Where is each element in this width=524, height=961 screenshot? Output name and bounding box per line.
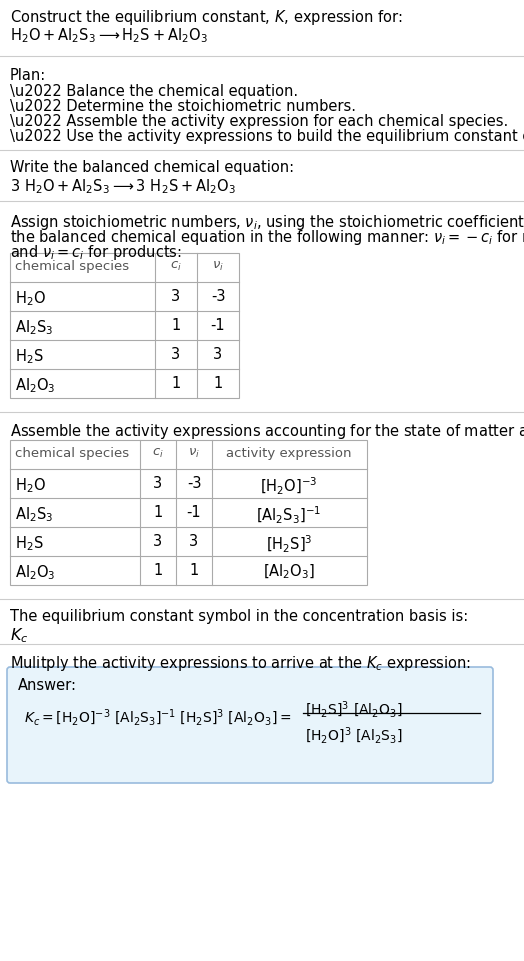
Text: $\mathrm{Al_2O_3}$: $\mathrm{Al_2O_3}$ bbox=[15, 376, 56, 395]
Text: $\nu_i$: $\nu_i$ bbox=[212, 260, 224, 273]
Text: Write the balanced chemical equation:: Write the balanced chemical equation: bbox=[10, 160, 294, 175]
Text: chemical species: chemical species bbox=[15, 260, 129, 273]
Text: $[\mathrm{H_2O}]^{-3}$: $[\mathrm{H_2O}]^{-3}$ bbox=[260, 476, 318, 497]
Text: -3: -3 bbox=[211, 289, 225, 304]
Text: $\mathrm{Al_2O_3}$: $\mathrm{Al_2O_3}$ bbox=[15, 563, 56, 581]
Bar bbox=[10, 440, 367, 585]
Text: Assign stoichiometric numbers, $\nu_i$, using the stoichiometric coefficients, $: Assign stoichiometric numbers, $\nu_i$, … bbox=[10, 213, 524, 232]
Text: $K_c$: $K_c$ bbox=[10, 626, 28, 645]
Text: \u2022 Assemble the activity expression for each chemical species.: \u2022 Assemble the activity expression … bbox=[10, 114, 508, 129]
Text: Answer:: Answer: bbox=[18, 678, 77, 693]
Text: $K_c = [\mathrm{H_2O}]^{-3}\ [\mathrm{Al_2S_3}]^{-1}\ [\mathrm{H_2S}]^{3}\ [\mat: $K_c = [\mathrm{H_2O}]^{-3}\ [\mathrm{Al… bbox=[24, 708, 291, 728]
Text: 1: 1 bbox=[213, 376, 223, 391]
Text: $\mathrm{H_2S}$: $\mathrm{H_2S}$ bbox=[15, 347, 43, 366]
Text: the balanced chemical equation in the following manner: $\nu_i = -c_i$ for react: the balanced chemical equation in the fo… bbox=[10, 228, 524, 247]
Text: -1: -1 bbox=[187, 505, 201, 520]
Text: $\nu_i$: $\nu_i$ bbox=[188, 447, 200, 460]
Text: $[\mathrm{Al_2S_3}]^{-1}$: $[\mathrm{Al_2S_3}]^{-1}$ bbox=[256, 505, 322, 526]
Text: 1: 1 bbox=[154, 505, 162, 520]
Text: \u2022 Balance the chemical equation.: \u2022 Balance the chemical equation. bbox=[10, 84, 298, 99]
Text: $\mathrm{H_2S}$: $\mathrm{H_2S}$ bbox=[15, 534, 43, 553]
Text: \u2022 Determine the stoichiometric numbers.: \u2022 Determine the stoichiometric numb… bbox=[10, 99, 356, 114]
Text: 3: 3 bbox=[171, 347, 181, 362]
Text: $[\mathrm{H_2O}]^{3}\ [\mathrm{Al_2S_3}]$: $[\mathrm{H_2O}]^{3}\ [\mathrm{Al_2S_3}]… bbox=[305, 726, 402, 747]
Text: $[\mathrm{Al_2O_3}]$: $[\mathrm{Al_2O_3}]$ bbox=[263, 563, 315, 581]
Text: Plan:: Plan: bbox=[10, 68, 46, 83]
Text: $\mathrm{Al_2S_3}$: $\mathrm{Al_2S_3}$ bbox=[15, 318, 53, 336]
Text: $\mathrm{H_2O}$: $\mathrm{H_2O}$ bbox=[15, 289, 46, 308]
Text: \u2022 Use the activity expressions to build the equilibrium constant expression: \u2022 Use the activity expressions to b… bbox=[10, 129, 524, 144]
Text: $[\mathrm{H_2S}]^{3}\ [\mathrm{Al_2O_3}]$: $[\mathrm{H_2S}]^{3}\ [\mathrm{Al_2O_3}]… bbox=[305, 700, 402, 721]
Text: and $\nu_i = c_i$ for products:: and $\nu_i = c_i$ for products: bbox=[10, 243, 182, 262]
Text: $[\mathrm{H_2S}]^{3}$: $[\mathrm{H_2S}]^{3}$ bbox=[266, 534, 312, 555]
Text: $\mathrm{3\ H_2O + Al_2S_3 \longrightarrow 3\ H_2S + Al_2O_3}$: $\mathrm{3\ H_2O + Al_2S_3 \longrightarr… bbox=[10, 177, 236, 196]
Text: $\mathrm{H_2O}$: $\mathrm{H_2O}$ bbox=[15, 476, 46, 495]
Text: 1: 1 bbox=[171, 318, 181, 333]
Text: 3: 3 bbox=[154, 534, 162, 549]
Text: 1: 1 bbox=[171, 376, 181, 391]
Text: 3: 3 bbox=[154, 476, 162, 491]
Text: chemical species: chemical species bbox=[15, 447, 129, 460]
Text: 3: 3 bbox=[190, 534, 199, 549]
Text: 1: 1 bbox=[154, 563, 162, 578]
Text: $\mathrm{H_2O + Al_2S_3 \longrightarrow H_2S + Al_2O_3}$: $\mathrm{H_2O + Al_2S_3 \longrightarrow … bbox=[10, 26, 208, 45]
Text: The equilibrium constant symbol in the concentration basis is:: The equilibrium constant symbol in the c… bbox=[10, 609, 468, 624]
Bar bbox=[10, 253, 239, 398]
Text: -1: -1 bbox=[211, 318, 225, 333]
Text: $c_i$: $c_i$ bbox=[152, 447, 164, 460]
Text: -3: -3 bbox=[187, 476, 201, 491]
Text: activity expression: activity expression bbox=[226, 447, 352, 460]
Text: 1: 1 bbox=[189, 563, 199, 578]
FancyBboxPatch shape bbox=[7, 667, 493, 783]
Text: $\mathrm{Al_2S_3}$: $\mathrm{Al_2S_3}$ bbox=[15, 505, 53, 524]
Text: Construct the equilibrium constant, $K$, expression for:: Construct the equilibrium constant, $K$,… bbox=[10, 8, 402, 27]
Text: 3: 3 bbox=[171, 289, 181, 304]
Text: Assemble the activity expressions accounting for the state of matter and $\nu_i$: Assemble the activity expressions accoun… bbox=[10, 422, 524, 441]
Text: 3: 3 bbox=[213, 347, 223, 362]
Text: Mulitply the activity expressions to arrive at the $K_c$ expression:: Mulitply the activity expressions to arr… bbox=[10, 654, 471, 673]
Text: $c_i$: $c_i$ bbox=[170, 260, 182, 273]
